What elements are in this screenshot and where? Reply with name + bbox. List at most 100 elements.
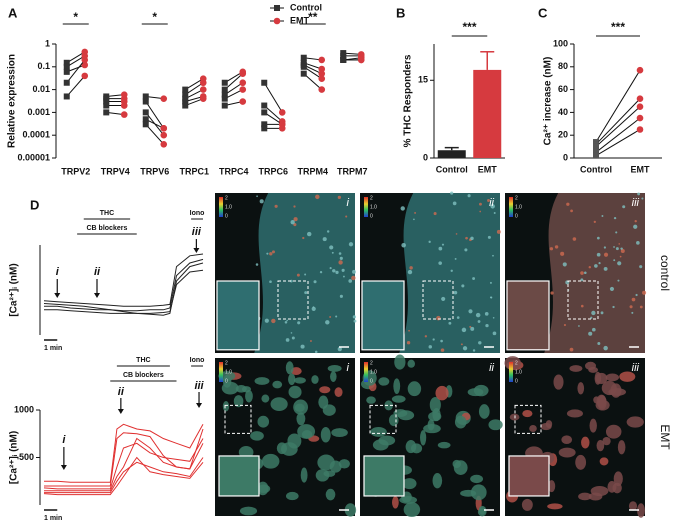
cell bbox=[341, 268, 345, 272]
trace bbox=[43, 438, 204, 490]
marker-label: iii bbox=[194, 380, 204, 392]
cell bbox=[342, 275, 345, 278]
cell bbox=[489, 281, 492, 284]
cell bbox=[285, 361, 294, 375]
legend-marker bbox=[273, 17, 281, 25]
cell bbox=[594, 371, 602, 385]
cell bbox=[296, 412, 306, 426]
emt-point bbox=[120, 111, 128, 118]
control-point bbox=[340, 56, 347, 63]
colorbar-label: 2 bbox=[225, 360, 228, 366]
cell bbox=[487, 235, 491, 239]
control-point bbox=[63, 59, 70, 66]
y-tick-label: 0.001 bbox=[27, 107, 50, 117]
cell bbox=[521, 498, 533, 511]
pair-line bbox=[595, 106, 641, 147]
marker-label: ii bbox=[94, 266, 101, 278]
cell bbox=[603, 252, 609, 257]
colorbar-label: 0 bbox=[225, 378, 228, 384]
colorbar-label: 1.0 bbox=[225, 204, 232, 210]
control-point bbox=[261, 102, 268, 109]
emt-point bbox=[278, 125, 286, 132]
colorbar bbox=[364, 362, 368, 382]
cell bbox=[581, 436, 590, 449]
cell bbox=[460, 343, 463, 346]
cell bbox=[287, 433, 302, 449]
cell bbox=[261, 394, 270, 403]
cell bbox=[619, 371, 636, 382]
cell bbox=[259, 199, 264, 204]
cell bbox=[269, 252, 273, 256]
colorbar bbox=[509, 197, 513, 217]
colorbar-label: 1.0 bbox=[225, 369, 232, 375]
cell bbox=[266, 252, 269, 255]
cell bbox=[408, 329, 410, 332]
cell bbox=[472, 277, 476, 280]
cell-sheet bbox=[254, 193, 355, 353]
cell bbox=[470, 326, 475, 331]
cell bbox=[378, 377, 390, 386]
pair-line bbox=[595, 129, 641, 157]
colorbar-label: 0 bbox=[225, 213, 228, 219]
x-tick-label: TRPV6 bbox=[140, 166, 169, 176]
emt-point bbox=[160, 140, 168, 148]
control-point bbox=[261, 125, 268, 132]
cell bbox=[490, 296, 493, 299]
emt-point bbox=[636, 66, 644, 74]
panel-label: C bbox=[538, 5, 548, 20]
cell bbox=[222, 401, 230, 412]
emt-point bbox=[239, 70, 247, 77]
control-point bbox=[221, 95, 228, 102]
cell bbox=[257, 481, 269, 496]
cell bbox=[588, 331, 593, 336]
cell bbox=[239, 506, 258, 516]
image-label: i bbox=[347, 197, 350, 209]
cell bbox=[460, 489, 477, 497]
arrow-head bbox=[60, 465, 67, 470]
cell bbox=[468, 309, 473, 314]
bar bbox=[437, 150, 466, 158]
marker-label: i bbox=[62, 434, 66, 446]
emt-point bbox=[318, 75, 326, 83]
colorbar bbox=[219, 197, 223, 217]
emt-point bbox=[160, 125, 168, 132]
cell bbox=[636, 241, 640, 245]
cell bbox=[329, 245, 334, 250]
cell bbox=[290, 332, 293, 334]
cell bbox=[615, 247, 619, 251]
cell bbox=[438, 261, 442, 265]
row-label: EMT bbox=[658, 424, 672, 450]
arrow-head bbox=[193, 248, 200, 253]
trace bbox=[43, 253, 204, 307]
cell bbox=[297, 424, 316, 439]
cell bbox=[578, 325, 580, 327]
cell bbox=[293, 217, 298, 222]
cell bbox=[284, 321, 288, 324]
cell bbox=[639, 265, 643, 269]
cell bbox=[274, 204, 278, 208]
cell bbox=[315, 194, 320, 200]
bar bbox=[473, 69, 502, 158]
control-point bbox=[103, 98, 110, 105]
scale-bar-label: 1 min bbox=[44, 345, 62, 352]
cell bbox=[620, 248, 625, 253]
marker-label: iii bbox=[192, 226, 202, 238]
cell bbox=[596, 252, 601, 257]
y-tick-label: 1 bbox=[45, 38, 50, 48]
cell bbox=[330, 371, 337, 382]
cell bbox=[413, 218, 415, 221]
y-tick-label: 0.0001 bbox=[22, 130, 50, 140]
marker-label: ii bbox=[118, 386, 125, 398]
cell bbox=[593, 220, 596, 224]
colorbar-label: 2 bbox=[515, 360, 518, 366]
cell bbox=[297, 321, 301, 325]
cell bbox=[311, 375, 319, 384]
cell bbox=[432, 338, 435, 341]
cell bbox=[615, 231, 618, 234]
trace bbox=[43, 262, 204, 316]
colorbar-label: 2 bbox=[515, 195, 518, 201]
cell bbox=[245, 389, 253, 403]
cell bbox=[635, 293, 638, 297]
cell bbox=[453, 290, 458, 295]
cell bbox=[618, 243, 621, 245]
